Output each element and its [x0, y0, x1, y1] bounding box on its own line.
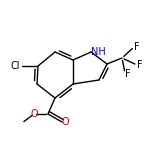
Text: O: O [62, 117, 70, 127]
Text: NH: NH [91, 47, 106, 57]
Text: Cl: Cl [10, 61, 20, 71]
Text: O: O [30, 109, 38, 119]
Text: F: F [137, 60, 143, 70]
Text: F: F [125, 69, 131, 79]
Text: F: F [134, 42, 140, 52]
